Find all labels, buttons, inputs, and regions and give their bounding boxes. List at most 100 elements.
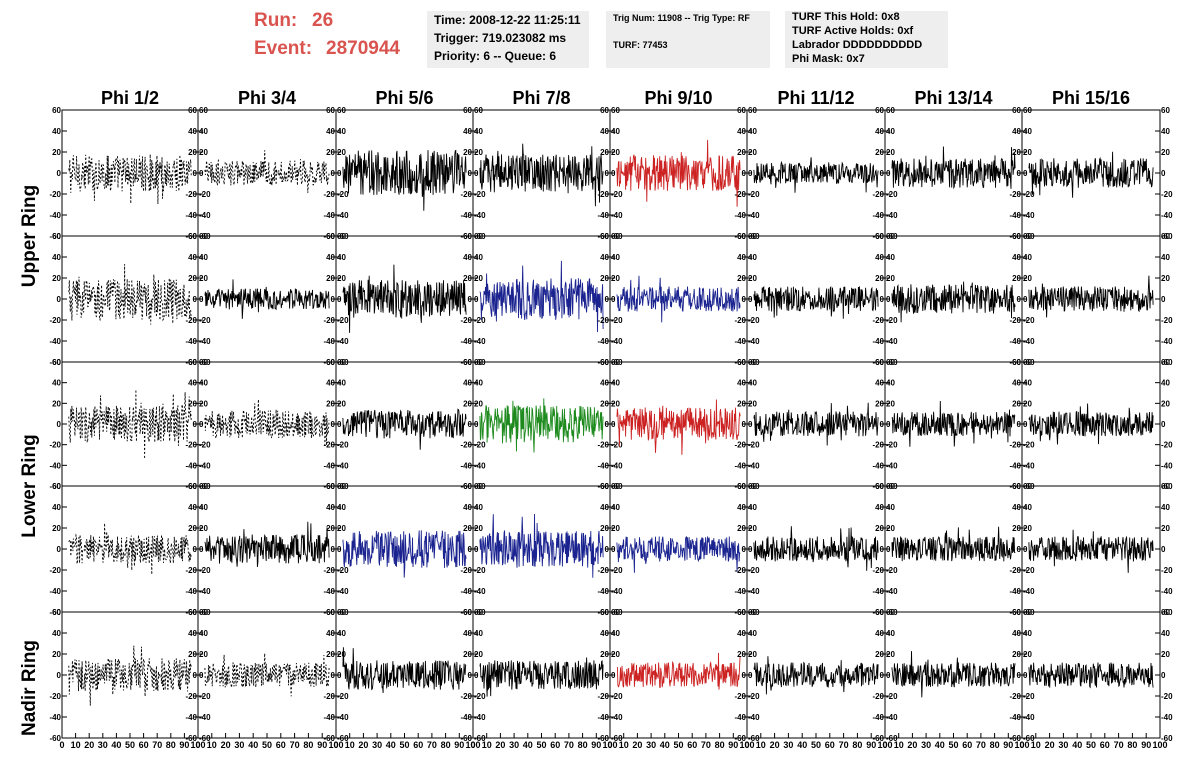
y-tick-label-left: 40: [1012, 379, 1021, 388]
y-tick-label-left: 60: [600, 106, 609, 115]
y-tick-label-right: -20: [748, 441, 760, 450]
y-tick-label-left: 0: [468, 169, 473, 178]
x-tick-label: 80: [578, 740, 588, 750]
x-tick-label: 50: [1086, 740, 1096, 750]
y-tick-label-left: -60: [185, 734, 197, 743]
waveform-trace: [68, 154, 192, 205]
phi-mask-text: Phi Mask: 0x7: [792, 53, 865, 65]
y-tick-label-right: 40: [199, 127, 208, 136]
y-tick-label-right: 20: [474, 274, 483, 283]
y-tick-label-left: -20: [460, 441, 472, 450]
y-tick-label-left: 0: [605, 169, 610, 178]
x-tick-label: 60: [413, 740, 423, 750]
y-tick-label-right: 60: [1161, 358, 1170, 367]
turf-text: TURF: 77453: [613, 40, 668, 50]
y-tick-label-left: -20: [323, 566, 335, 575]
x-tick-label: 100: [602, 740, 617, 750]
y-tick-label-left: -40: [460, 461, 472, 470]
y-tick-label-right: -40: [474, 337, 486, 346]
y-tick-label-left: 40: [52, 379, 61, 388]
y-tick-label-left: 40: [875, 503, 884, 512]
x-tick-label: 60: [550, 740, 560, 750]
y-tick-label-right: -40: [199, 337, 211, 346]
y-tick-label-right: -40: [337, 713, 349, 722]
y-tick-label-left: -60: [323, 734, 335, 743]
y-tick-label-left: -20: [872, 190, 884, 199]
y-tick-label-left: 20: [737, 524, 746, 533]
x-tick-label: 100: [190, 740, 205, 750]
y-tick-label-right: 40: [199, 503, 208, 512]
y-tick-label-right: -20: [199, 566, 211, 575]
y-tick-label-right: -20: [1161, 441, 1173, 450]
y-tick-label-right: 20: [337, 650, 346, 659]
y-tick-label-right: -20: [1023, 692, 1035, 701]
y-tick-label-right: 20: [199, 650, 208, 659]
y-tick-label-right: -40: [1023, 211, 1035, 220]
y-tick-label-left: 20: [600, 650, 609, 659]
y-tick-label-left: 60: [737, 106, 746, 115]
trig-text: Trig Num: 11908 -- Trig Type: RF: [613, 13, 750, 23]
y-tick-label-right: -40: [1161, 587, 1173, 596]
y-tick-label-right: -20: [1161, 692, 1173, 701]
y-tick-label-left: 60: [52, 106, 61, 115]
y-tick-label-left: 0: [880, 169, 885, 178]
y-tick-label-left: 0: [468, 420, 473, 429]
y-tick-label-left: 60: [52, 482, 61, 491]
y-tick-label-right: 40: [337, 629, 346, 638]
y-tick-label-left: -20: [597, 190, 609, 199]
x-tick-label: 90: [1141, 740, 1151, 750]
y-tick-label-left: 0: [605, 545, 610, 554]
y-tick-label-left: -40: [49, 461, 61, 470]
x-tick-label: 10: [619, 740, 629, 750]
y-tick-label-right: 20: [337, 148, 346, 157]
y-tick-label-left: 0: [57, 545, 62, 554]
trig-info-box: Trig Num: 11908 -- Trig Type: RF TURF: 7…: [606, 11, 770, 68]
run-value: 26: [312, 10, 334, 31]
y-tick-label-left: 40: [52, 253, 61, 262]
x-tick-label: 30: [509, 740, 519, 750]
waveform-panel: -60-60-40-40-20-200020204040606001020304…: [49, 608, 211, 750]
y-tick-label-left: 20: [188, 524, 197, 533]
y-tick-label-left: -20: [734, 441, 746, 450]
waveform-trace: [616, 652, 741, 690]
y-tick-label-left: 0: [331, 169, 336, 178]
y-tick-label-left: -60: [49, 734, 61, 743]
x-tick-label: 0: [882, 740, 887, 750]
y-tick-label-left: 40: [737, 503, 746, 512]
y-tick-label-left: -20: [1009, 566, 1021, 575]
y-tick-label-left: 60: [463, 232, 472, 241]
y-tick-label-left: 20: [52, 274, 61, 283]
x-tick-label: 80: [852, 740, 862, 750]
y-tick-label-right: -40: [748, 337, 760, 346]
y-tick-label-left: -40: [185, 211, 197, 220]
x-tick-label: 80: [166, 740, 176, 750]
y-tick-label-right: -40: [611, 587, 623, 596]
y-tick-label-right: 60: [1161, 232, 1170, 241]
y-tick-label-left: 0: [742, 671, 747, 680]
y-tick-label-left: 40: [600, 253, 609, 262]
x-tick-label: 10: [482, 740, 492, 750]
y-tick-label-right: 40: [1161, 503, 1170, 512]
waveform-trace: [1028, 275, 1154, 318]
waveform-trace: [616, 275, 741, 323]
y-tick-label-left: -40: [597, 587, 609, 596]
x-tick-label: 40: [1072, 740, 1082, 750]
y-tick-label-right: 40: [199, 253, 208, 262]
waveform-trace: [342, 647, 467, 694]
y-tick-label-right: -20: [337, 692, 349, 701]
y-tick-label-left: 20: [463, 524, 472, 533]
y-tick-label-left: 60: [463, 482, 472, 491]
y-tick-label-left: 0: [1017, 545, 1022, 554]
y-tick-label-right: -20: [199, 190, 211, 199]
y-tick-label-right: -60: [1161, 608, 1173, 617]
y-tick-label-left: 0: [331, 545, 336, 554]
x-tick-label: 70: [839, 740, 849, 750]
y-tick-label-right: 40: [474, 503, 483, 512]
y-tick-label-right: 40: [1161, 379, 1170, 388]
y-tick-label-right: 20: [474, 524, 483, 533]
